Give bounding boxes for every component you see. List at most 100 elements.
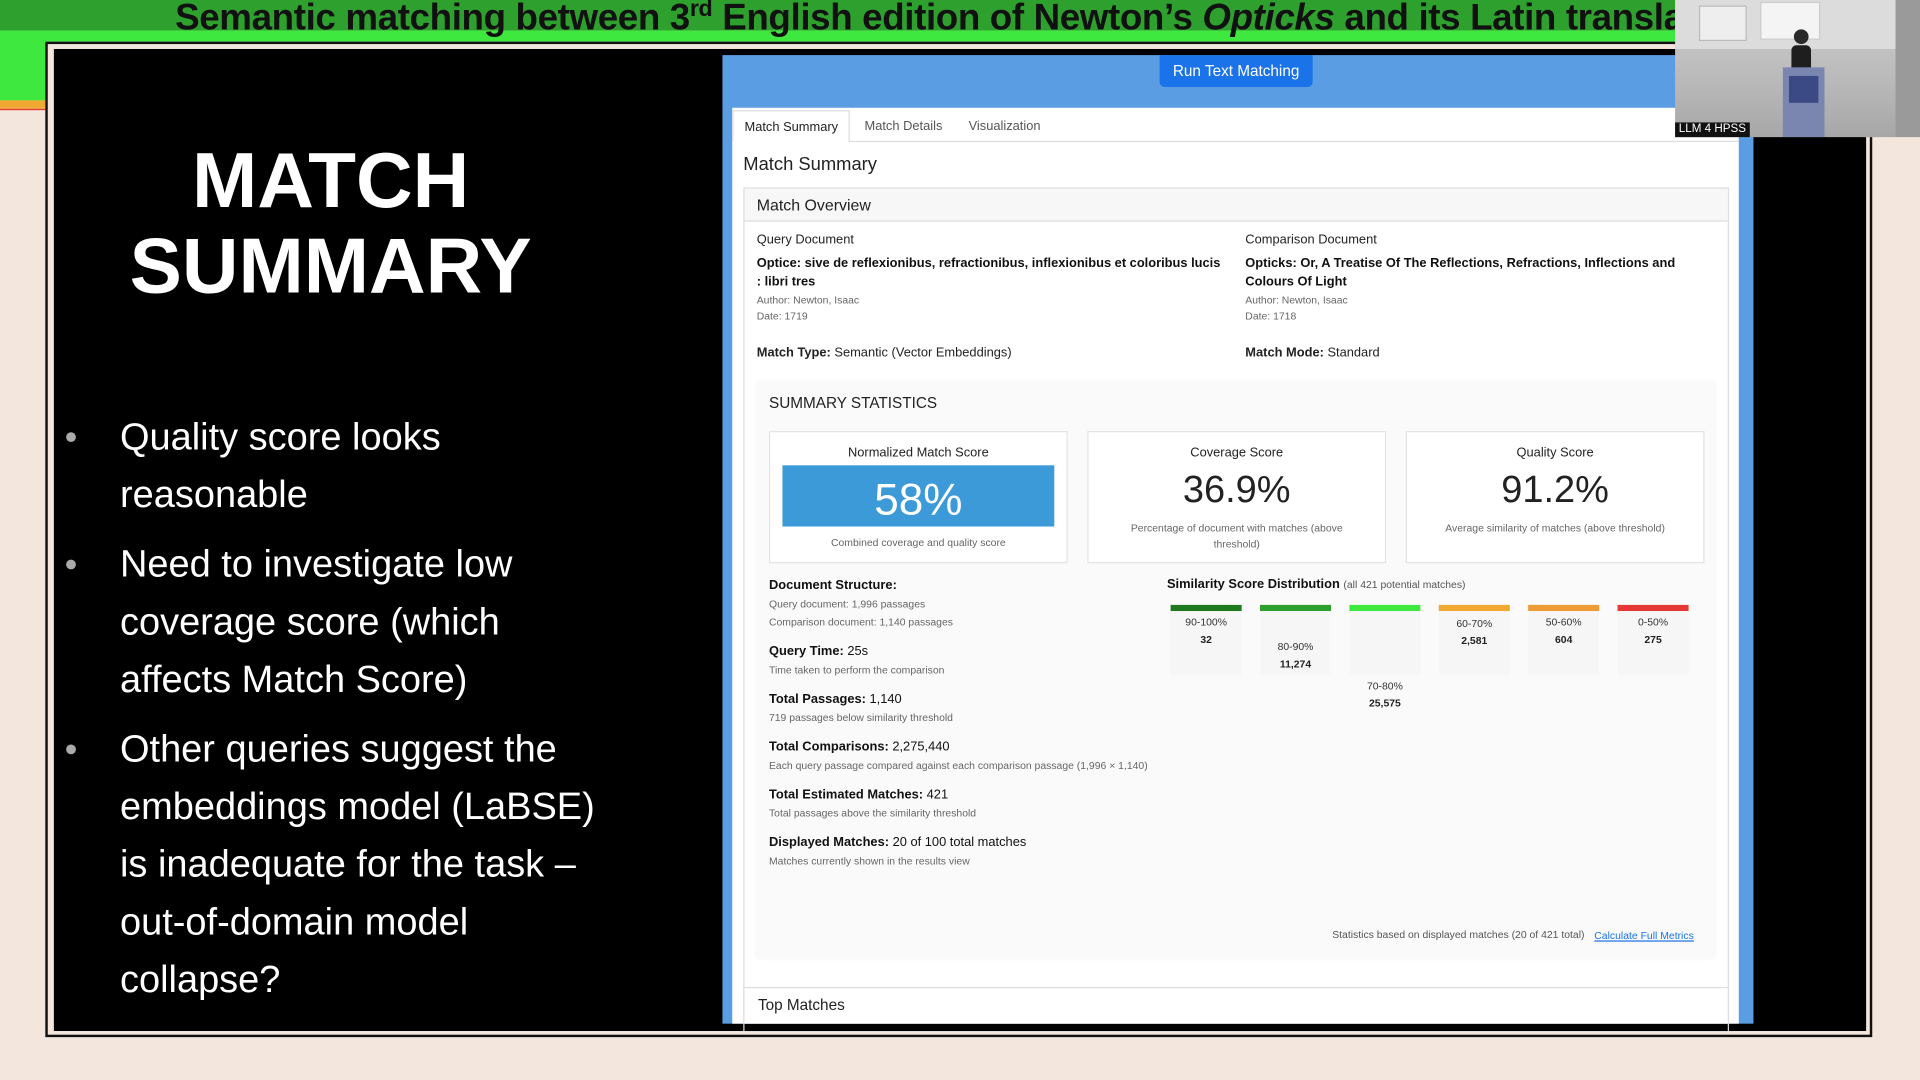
structure-note: Comparison document: 1,140 passages <box>768 615 953 629</box>
item-label: Query Time: <box>768 644 844 659</box>
bar-cap <box>1528 604 1600 612</box>
item-value: 20 of 100 total matches <box>892 835 1027 850</box>
structure-label: Displayed Matches: 20 of 100 total match… <box>769 834 1161 852</box>
bin-label: 50-60% <box>1545 615 1582 629</box>
doc-author: Author: Newton, Isaac <box>756 293 860 307</box>
structure-item: Document Structure: Query document: 1,996… <box>769 577 1161 632</box>
doc-title: Opticks: Or, A Treatise Of The Reflectio… <box>1245 255 1676 289</box>
structure-item: Total Comparisons: 2,275,440 Each query p… <box>769 738 1161 775</box>
item-label: Total Passages: <box>768 691 866 707</box>
kv-label: Match Mode: <box>1245 345 1324 361</box>
match-mode: Match Mode: Standard <box>1245 345 1379 360</box>
bullet: Need to investigate low coverage score (… <box>61 535 600 708</box>
bin-cell <box>1260 604 1332 675</box>
tab[interactable]: Visualization <box>968 118 1041 133</box>
stat-label: Normalized Match Score <box>847 445 989 461</box>
structure-label: Total Passages: 1,140 <box>769 691 1161 709</box>
slide-heading: MATCH SUMMARY <box>54 137 607 308</box>
structure-label: Total Comparisons: 2,275,440 <box>769 738 1161 756</box>
run-button[interactable]: Run Text Matching <box>1159 55 1313 87</box>
tab[interactable]: Match Summary <box>732 110 851 143</box>
bin-label: 60-70% <box>1456 616 1493 630</box>
item-value: 2,275,440 <box>892 739 950 755</box>
bin-cell <box>1349 604 1421 675</box>
bin-cell <box>1170 604 1242 675</box>
bin-count: 25,575 <box>1368 696 1401 709</box>
bar-cap <box>1349 604 1421 612</box>
bullet: Other queries suggest the embeddings mod… <box>61 720 600 1008</box>
item-label: Displayed Matches: <box>768 835 890 850</box>
stat-caption: Combined coverage and quality score <box>830 536 1006 549</box>
bar-cap <box>1260 604 1332 612</box>
stat-value: 91.2% <box>1501 467 1609 511</box>
dist-title-text: Similarity Score Distribution <box>1166 576 1340 592</box>
structure-list: Document Structure: Query document: 1,996… <box>769 577 1161 882</box>
structure-item: Query Time: 25s Time taken to perform the… <box>769 643 1161 680</box>
webcam-label: LLM 4 HPSS <box>1675 122 1750 138</box>
item-value: 25s <box>847 644 869 659</box>
dist-note: (all 421 potential matches) <box>1343 577 1466 591</box>
top-matches-header: Top Matches <box>743 986 1729 1024</box>
kv-value: Semantic (Vector Embeddings) <box>834 345 1012 361</box>
stats-footer: Statistics based on displayed matches (2… <box>1332 928 1585 941</box>
bin-label: 0-50% <box>1638 615 1669 629</box>
bar-cap <box>1438 604 1510 612</box>
structure-label: Query Time: 25s <box>769 643 1161 661</box>
doc-title: Optice: sive de reflexionibus, refractio… <box>756 255 1221 289</box>
bin-count: 2,581 <box>1461 633 1488 647</box>
item-value: 421 <box>926 787 949 803</box>
title-italic: Opticks <box>1202 0 1335 38</box>
bar-cap <box>1617 604 1689 612</box>
structure-note: Time taken to perform the comparison <box>768 663 945 676</box>
item-value: 1,140 <box>869 691 902 707</box>
doc-label: Comparison Document <box>1245 232 1377 248</box>
tab-divider <box>732 140 1739 143</box>
slide-title: Semantic matching between 3rd English ed… <box>175 0 1684 39</box>
kv-label: Match Type: <box>756 345 831 361</box>
bar <box>0 0 1920 31</box>
webcam <box>1675 0 1920 138</box>
card-header: Match Overview <box>744 188 1728 222</box>
structure-note: Total passages above the similarity thre… <box>768 806 977 820</box>
bin-count: 604 <box>1554 633 1573 646</box>
item-label: Document Structure: <box>768 577 897 593</box>
title-text: Semantic matching between 3 <box>175 0 690 38</box>
stat-label: Coverage Score <box>1190 445 1284 461</box>
stat-card: Coverage Score 36.9% Percentage of documen… <box>1087 431 1387 564</box>
section-title: Match Summary <box>743 154 877 176</box>
structure-label: Document Structure: <box>769 577 1161 595</box>
structure-item: Total Passages: 1,140 719 passages below … <box>769 691 1161 728</box>
bin-cell <box>1528 604 1600 675</box>
doc-date: Date: 1718 <box>1245 309 1297 323</box>
structure-label: Total Estimated Matches: 421 <box>769 786 1161 804</box>
item-label: Total Estimated Matches: <box>768 787 924 803</box>
stat-caption: Average similarity of matches (above thr… <box>1445 521 1665 534</box>
title-text: and its Latin transla <box>1334 0 1684 38</box>
bin-cell <box>1617 604 1689 675</box>
bin-count: 32 <box>1200 633 1212 646</box>
overview-card <box>743 187 1729 1033</box>
tab[interactable]: Match Details <box>864 118 943 133</box>
title-sup: rd <box>689 0 713 23</box>
heading-line: MATCH <box>192 135 470 225</box>
doc-label: Query Document <box>756 232 854 248</box>
bin-cell <box>1438 604 1510 675</box>
bin-label: 90-100% <box>1185 615 1227 629</box>
structure-note: Matches currently shown in the results v… <box>768 854 970 867</box>
stat-card: Quality Score 91.2% Average similarity of … <box>1405 431 1705 564</box>
match-type: Match Type: Semantic (Vector Embeddings) <box>757 345 1012 360</box>
stat-caption: Percentage of document with matches (abo… <box>1130 521 1343 550</box>
kv-value: Standard <box>1327 345 1380 361</box>
structure-item: Displayed Matches: 20 of 100 total match… <box>769 834 1161 871</box>
structure-note: Query document: 1,996 passages <box>768 597 926 610</box>
structure-item: Total Estimated Matches: 421 Total passag… <box>769 786 1161 823</box>
title-text: English edition of Newton’s <box>712 0 1203 38</box>
bullet: Quality score looks reasonable <box>61 408 600 523</box>
full-metrics-link[interactable]: Calculate Full Metrics <box>1594 929 1694 942</box>
bar-cap <box>1170 604 1242 612</box>
webcam-scene <box>1675 0 1920 138</box>
stat-label: Quality Score <box>1516 445 1594 461</box>
stat-value: 58% <box>874 473 963 525</box>
